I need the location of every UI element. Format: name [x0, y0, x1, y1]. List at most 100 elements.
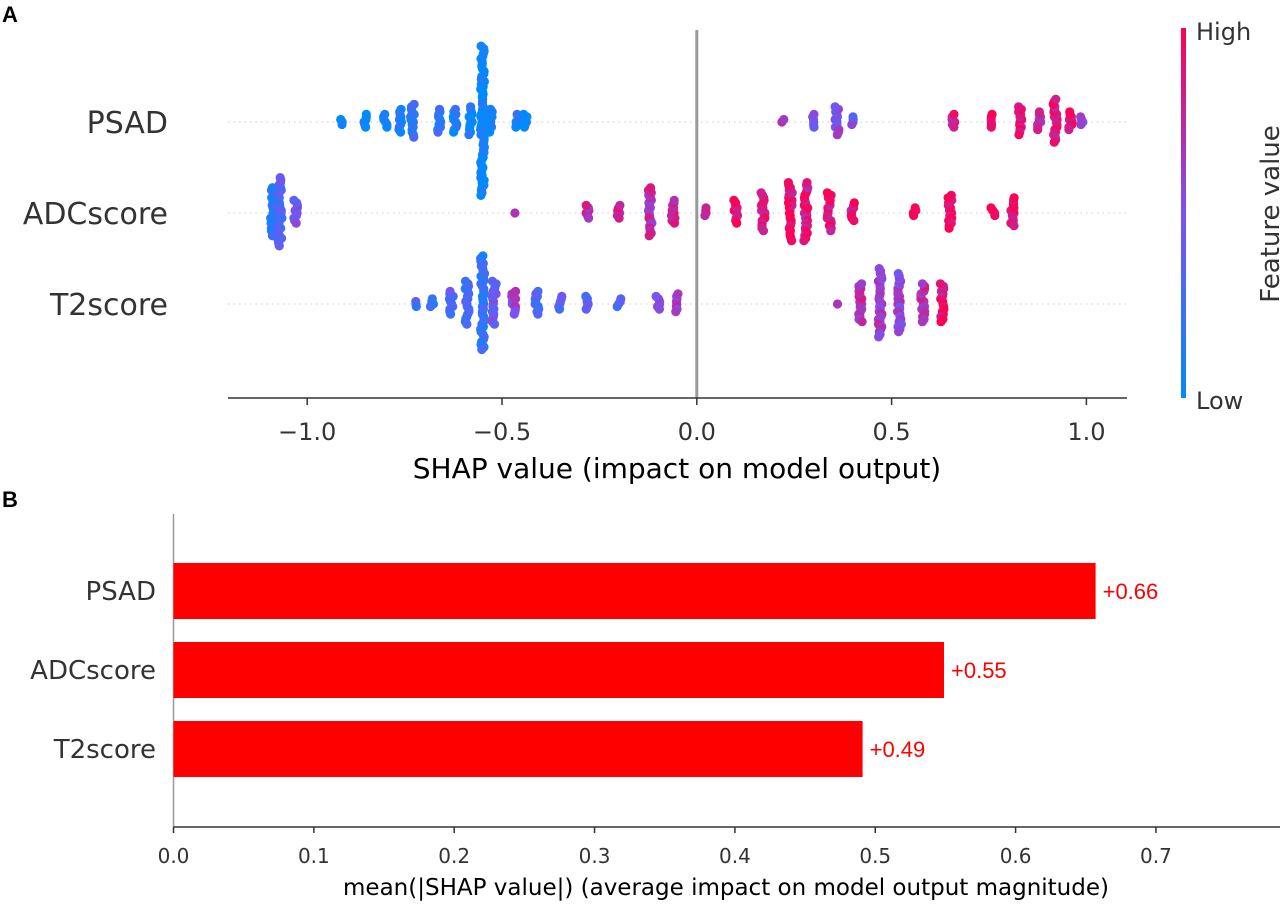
shap-point-psad	[949, 122, 959, 132]
colorbar-title: Feature value	[1256, 125, 1283, 303]
shap-point-psad	[1034, 107, 1044, 117]
shap-point-adcscore	[758, 226, 769, 236]
shap-point-t2score	[874, 332, 884, 342]
shap-point-adcscore	[944, 223, 954, 233]
shap-point-t2score	[917, 279, 928, 289]
bar-t2score	[173, 721, 863, 777]
shap-point-t2score	[533, 286, 543, 296]
shap-point-adcscore	[986, 203, 996, 213]
x-tick-label-b: 0.0	[158, 844, 190, 868]
shap-point-psad	[1065, 107, 1075, 117]
shap-point-psad	[1014, 130, 1024, 140]
shap-point-psad	[337, 119, 347, 130]
shap-point-adcscore	[614, 213, 624, 223]
shap-point-psad	[1014, 102, 1024, 112]
bar-value-label-t2score: +0.49	[870, 737, 926, 762]
shap-point-t2score	[533, 309, 543, 319]
shap-point-adcscore	[275, 173, 285, 183]
shap-point-adcscore	[581, 200, 591, 210]
shap-point-adcscore	[756, 188, 766, 198]
x-tick-label-a: 0.0	[678, 418, 716, 446]
x-axis-title-a: SHAP value (impact on model output)	[413, 452, 941, 485]
shap-point-adcscore	[584, 213, 594, 223]
shap-point-adcscore	[799, 236, 809, 246]
shap-point-t2score	[651, 291, 661, 301]
x-tick-label-a: 1.0	[1067, 418, 1105, 446]
shap-point-psad	[832, 130, 842, 140]
shap-point-psad	[949, 109, 959, 119]
shap-point-psad	[1051, 94, 1061, 104]
shap-point-t2score	[857, 317, 867, 327]
feature-label-t2score: T2score	[49, 288, 168, 323]
shap-point-adcscore	[787, 236, 797, 246]
shap-point-adcscore	[822, 188, 833, 198]
shap-point-adcscore	[669, 218, 680, 228]
x-tick-label-b: 0.5	[859, 844, 891, 868]
shap-point-psad	[450, 104, 460, 114]
mean-shap-bar-chart: +0.66 +0.55 +0.49 PSAD ADCscore T2score 0.0 0…	[30, 514, 1280, 901]
shap-point-adcscore	[910, 203, 920, 213]
shap-point-t2score	[557, 291, 567, 301]
feature-label-adcscore: ADCscore	[23, 197, 168, 232]
shap-point-psad	[361, 109, 371, 119]
shap-point-adcscore	[826, 226, 836, 236]
shap-point-psad	[476, 190, 486, 200]
shap-point-psad	[409, 99, 419, 109]
shap-point-t2score	[893, 269, 903, 279]
shap-point-t2score	[411, 301, 421, 312]
shap-point-t2score	[616, 294, 626, 304]
shap-point-t2score	[673, 289, 683, 299]
shap-point-t2score	[612, 301, 622, 312]
shap-point-psad	[512, 109, 522, 119]
panel-a-label: A	[2, 2, 18, 27]
shap-point-t2score	[581, 291, 591, 301]
shap-point-adcscore	[946, 190, 956, 200]
shap-point-t2score	[446, 309, 456, 319]
shap-point-t2score	[427, 294, 437, 304]
bar-value-label-adcscore: +0.55	[951, 658, 1007, 683]
bar-adcscore	[173, 642, 944, 698]
shap-point-adcscore	[701, 203, 711, 213]
x-tick-label-a: 0.5	[873, 418, 911, 446]
shap-point-adcscore	[849, 198, 859, 208]
shap-point-t2score	[489, 319, 500, 329]
category-label-t2score: T2score	[53, 735, 156, 765]
shap-point-adcscore	[1009, 221, 1019, 231]
shap-point-psad	[476, 41, 486, 51]
shap-point-adcscore	[700, 210, 710, 221]
shap-point-psad	[511, 122, 521, 132]
shap-point-psad	[433, 127, 443, 137]
shap-point-psad	[1049, 137, 1059, 147]
shap-point-adcscore	[1009, 193, 1019, 203]
shap-point-adcscore	[510, 208, 520, 218]
category-label-adcscore: ADCscore	[30, 656, 156, 686]
shap-point-psad	[830, 102, 840, 112]
shap-point-t2score	[487, 276, 497, 286]
shap-point-t2score	[935, 279, 946, 289]
shap-point-t2score	[894, 327, 904, 337]
shap-point-t2score	[462, 319, 472, 329]
bar-psad	[173, 563, 1096, 619]
shap-point-t2score	[477, 344, 487, 355]
shap-point-adcscore	[732, 218, 742, 228]
colorbar: High Low Feature value	[1181, 18, 1283, 415]
shap-point-t2score	[445, 286, 455, 296]
shap-point-psad	[485, 127, 495, 137]
shap-point-psad	[409, 132, 419, 142]
shap-point-psad	[847, 119, 857, 130]
shap-point-t2score	[554, 304, 565, 314]
shap-point-adcscore	[274, 241, 284, 251]
shap-point-t2score	[857, 279, 867, 289]
shap-point-adcscore	[849, 216, 859, 226]
colorbar-gradient	[1181, 28, 1186, 398]
shap-point-psad	[466, 102, 476, 112]
shap-point-psad	[434, 104, 445, 114]
colorbar-high-label: High	[1196, 18, 1251, 46]
shap-point-psad	[380, 109, 390, 119]
shap-point-t2score	[581, 304, 591, 314]
x-tick-label-a: −0.5	[473, 418, 531, 446]
shap-point-adcscore	[909, 210, 919, 221]
shap-point-psad	[1033, 125, 1043, 135]
shap-point-t2score	[478, 251, 488, 261]
